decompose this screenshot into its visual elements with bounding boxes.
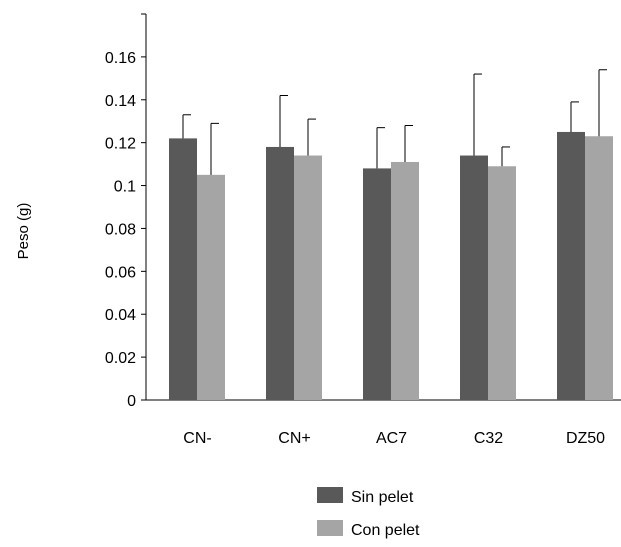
bar-DZ50-con-pelet (585, 136, 613, 400)
x-category-label: DZ50 (566, 430, 605, 447)
bar-C32-sin-pelet (460, 155, 488, 400)
y-tick-label: 0.14 (105, 93, 136, 110)
legend-label: Con pelet (351, 522, 420, 539)
bar-AC7-con-pelet (391, 161, 419, 400)
bar-CN--sin-pelet (169, 138, 197, 400)
x-category-label: AC7 (376, 430, 407, 447)
y-tick-label: 0.04 (105, 307, 136, 324)
bar-CN--con-pelet (197, 174, 225, 400)
legend: Sin pelet Con pelet (317, 487, 420, 539)
y-tick-label: 0.12 (105, 136, 136, 153)
legend-swatch (317, 487, 343, 503)
bar-CN+-con-pelet (294, 155, 322, 400)
y-tick-label: 0.02 (105, 350, 136, 367)
bar-CN+-sin-pelet (266, 146, 294, 400)
y-tick-label: 0.16 (105, 50, 136, 67)
y-tick-label: 0 (127, 393, 136, 410)
y-tick-label: 0.08 (105, 221, 136, 238)
bar-C32-con-pelet (488, 166, 516, 400)
x-category-label: C32 (474, 430, 503, 447)
legend-swatch (317, 520, 343, 536)
y-axis-title: Peso (g) (15, 203, 32, 260)
plot-area: 0 0.02 0.04 0.06 0.08 0.1 0.12 0.14 0.16 CN- CN+ AC… (105, 13, 621, 447)
y-tick-label: 0.06 (105, 264, 136, 281)
bar-AC7-sin-pelet (363, 168, 391, 400)
legend-label: Sin pelet (351, 489, 414, 506)
bar-DZ50-sin-pelet (557, 131, 585, 400)
y-tick-label: 0.1 (114, 179, 136, 196)
x-category-label: CN+ (278, 430, 310, 447)
x-category-label: CN- (183, 430, 211, 447)
